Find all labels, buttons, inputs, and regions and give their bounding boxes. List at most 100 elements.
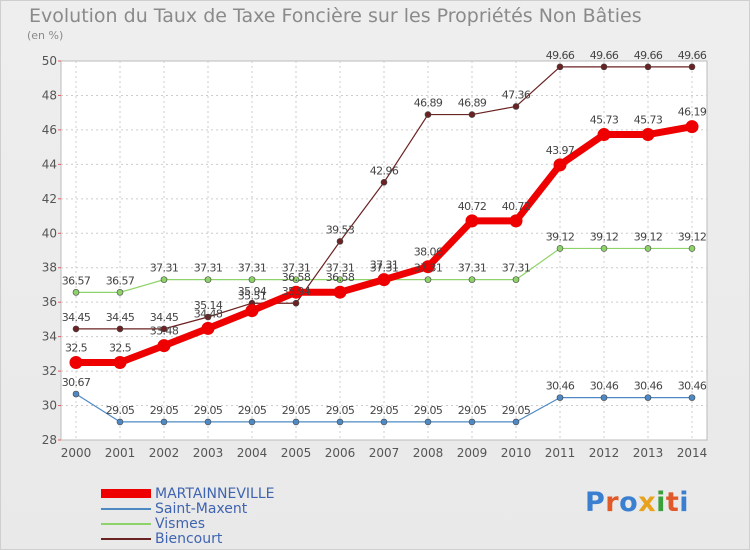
data-label-biencourt: 34.45 <box>62 311 91 324</box>
x-tick-label: 2010 <box>501 446 532 460</box>
data-label-saint-maxent: 30.46 <box>634 380 663 393</box>
legend-swatch-saint-maxent <box>101 507 151 510</box>
data-label-martainneville: 32.5 <box>65 341 88 354</box>
data-label-saint-maxent: 29.05 <box>458 404 487 417</box>
data-label-martainneville: 35.51 <box>238 290 267 303</box>
data-point-biencourt <box>468 111 476 118</box>
data-point-biencourt <box>380 178 388 186</box>
data-point-saint-maxent <box>160 418 168 426</box>
data-label-saint-maxent: 29.05 <box>106 404 135 417</box>
data-label-biencourt: 35.94 <box>238 285 267 298</box>
data-label-saint-maxent: 29.05 <box>502 404 531 417</box>
legend-label-biencourt: Biencourt <box>155 530 223 547</box>
data-point-biencourt <box>688 63 696 71</box>
data-point-biencourt <box>556 63 564 71</box>
y-tick-label: 42 <box>42 192 57 206</box>
data-point-saint-maxent <box>688 394 696 401</box>
legend-swatch-vismes <box>101 522 151 525</box>
data-point-saint-maxent <box>380 418 388 426</box>
data-point-biencourt <box>512 103 520 110</box>
y-tick-label: 46 <box>42 123 57 137</box>
data-label-saint-maxent: 29.05 <box>238 404 267 417</box>
data-label-saint-maxent: 29.05 <box>194 404 223 417</box>
x-tick-label: 2001 <box>105 446 136 460</box>
data-label-martainneville: 40.72 <box>502 200 531 213</box>
data-point-vismes <box>468 276 476 283</box>
data-point-martainneville <box>465 214 479 228</box>
x-tick-label: 2012 <box>589 446 620 460</box>
data-label-vismes: 36.57 <box>106 274 135 287</box>
y-tick-label: 48 <box>42 88 57 102</box>
data-point-martainneville <box>377 273 391 287</box>
logo-letter: i <box>656 487 666 518</box>
data-point-vismes <box>204 276 212 283</box>
x-tick-label: 2000 <box>61 446 92 460</box>
data-point-vismes <box>424 276 432 283</box>
data-point-martainneville <box>69 355 83 369</box>
legend-swatch-biencourt <box>101 537 151 540</box>
data-point-saint-maxent <box>292 418 300 426</box>
data-point-saint-maxent <box>468 418 476 426</box>
data-label-saint-maxent: 29.05 <box>414 404 443 417</box>
data-label-martainneville: 36.58 <box>282 271 311 284</box>
chart-title: Evolution du Taux de Taxe Foncière sur l… <box>29 5 642 27</box>
legend-label-saint-maxent: Saint-Maxent <box>155 500 248 517</box>
data-point-vismes <box>116 289 124 296</box>
data-point-saint-maxent <box>204 418 212 426</box>
legend-swatch-martainneville <box>101 489 151 498</box>
data-label-martainneville: 37.31 <box>370 259 399 272</box>
data-label-biencourt: 39.53 <box>326 223 355 236</box>
data-point-biencourt <box>600 63 608 71</box>
data-point-martainneville <box>597 128 611 142</box>
data-point-martainneville <box>113 355 127 369</box>
data-label-vismes: 37.31 <box>150 262 179 275</box>
data-point-saint-maxent <box>424 418 432 426</box>
data-point-martainneville <box>421 260 435 274</box>
x-tick-label: 2014 <box>677 446 708 460</box>
data-point-vismes <box>688 245 696 252</box>
data-label-biencourt: 49.66 <box>678 49 707 62</box>
data-point-vismes <box>248 276 256 283</box>
data-label-biencourt: 47.36 <box>502 88 531 101</box>
data-point-martainneville <box>289 285 303 299</box>
data-label-biencourt: 34.45 <box>106 311 135 324</box>
data-point-vismes <box>292 276 300 283</box>
data-point-biencourt <box>292 299 300 307</box>
data-point-biencourt <box>204 313 212 321</box>
data-label-biencourt: 49.66 <box>546 49 575 62</box>
chart-subtitle: (en %) <box>27 29 64 42</box>
legend-item-martainneville: MARTAINNEVILLE <box>101 486 274 502</box>
data-point-martainneville <box>685 120 699 134</box>
data-label-martainneville: 43.97 <box>546 144 575 157</box>
data-label-martainneville: 36.58 <box>326 271 355 284</box>
data-point-martainneville <box>201 321 215 335</box>
y-tick-label: 40 <box>42 226 57 240</box>
y-tick-label: 44 <box>42 157 57 171</box>
y-tick-label: 36 <box>42 295 57 309</box>
data-label-vismes: 37.31 <box>282 262 311 275</box>
data-label-biencourt: 46.89 <box>414 97 443 110</box>
data-point-martainneville <box>333 285 347 299</box>
x-tick-label: 2008 <box>413 446 444 460</box>
x-tick-label: 2007 <box>369 446 400 460</box>
logo-letter: t <box>665 487 680 518</box>
data-label-vismes: 36.57 <box>62 274 91 287</box>
proxiti-logo: Proxiti <box>585 487 689 518</box>
logo-letter: o <box>619 487 639 518</box>
data-label-saint-maxent: 29.05 <box>150 404 179 417</box>
data-point-saint-maxent <box>600 394 608 401</box>
data-point-biencourt <box>424 111 432 118</box>
data-point-saint-maxent <box>644 394 652 401</box>
data-label-vismes: 39.12 <box>546 230 575 243</box>
data-point-biencourt <box>116 325 124 333</box>
data-label-martainneville: 33.48 <box>150 325 179 338</box>
data-label-vismes: 37.31 <box>458 262 487 275</box>
data-label-biencourt: 35.94 <box>282 285 311 298</box>
data-point-saint-maxent <box>116 418 124 426</box>
data-label-saint-maxent: 29.05 <box>326 404 355 417</box>
data-point-martainneville <box>509 214 523 228</box>
data-label-martainneville: 45.73 <box>590 114 619 127</box>
x-tick-label: 2004 <box>237 446 268 460</box>
data-point-vismes <box>600 245 608 252</box>
data-point-saint-maxent <box>556 394 564 401</box>
